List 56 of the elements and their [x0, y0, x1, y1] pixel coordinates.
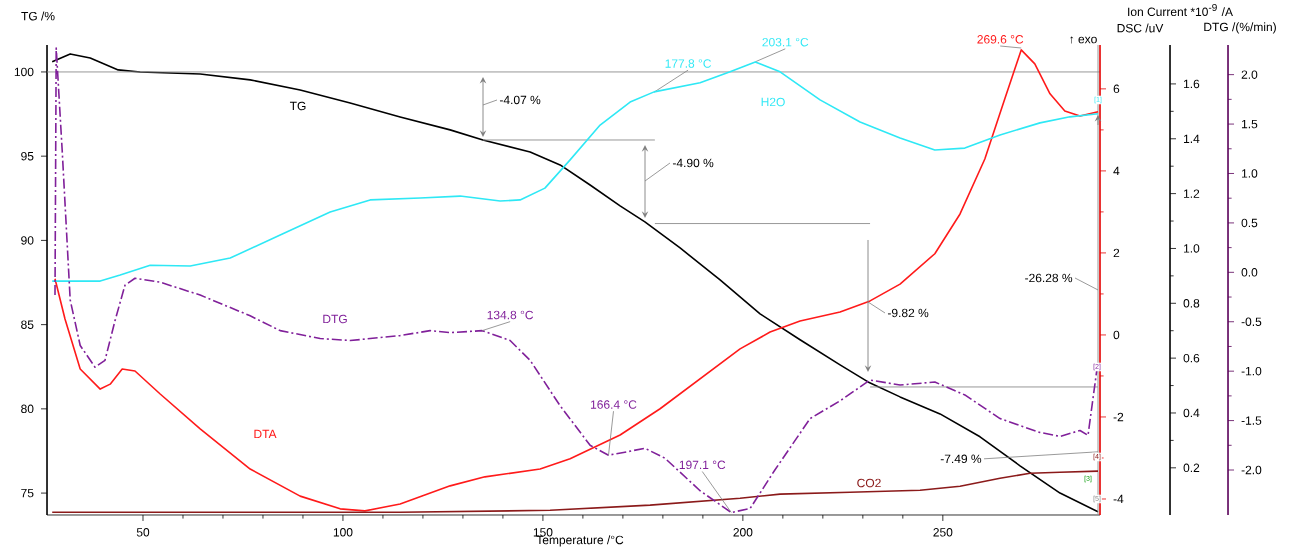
series-label: DTG [323, 314, 347, 324]
annotation: 134.8 °C [487, 310, 534, 320]
y2-tick-label: 6 [1113, 84, 1120, 94]
y-tick-label: 0.0 [1241, 268, 1258, 277]
y-tick-label: 1.5 [1241, 119, 1258, 129]
y-tick-label: 100 [14, 67, 34, 77]
annotation: 197.1 °C [679, 460, 726, 470]
series-label: H2O [761, 97, 785, 107]
y-tick-label: -2.0 [1241, 465, 1262, 475]
y2-axis-title: DSC /uV [1117, 23, 1164, 33]
y3-axis-title: Ion Current *10$^{-9}$ /A [1128, 3, 1233, 17]
y-axis-title: TG /% [21, 11, 55, 21]
annotation: -7.49 % [940, 454, 982, 464]
y2-tick-label: 2 [1113, 248, 1120, 258]
y3-tick-label: 1.0 [1183, 244, 1200, 253]
x-tick-label: 200 [733, 528, 753, 537]
series-label: TG [289, 101, 306, 111]
x-axis-title: Temperature /°C [536, 535, 624, 547]
y3-tick-label: 1.4 [1183, 134, 1200, 143]
y-tick-label: -0.5 [1241, 317, 1262, 326]
annotation: -4.90 % [672, 158, 714, 168]
x-tick-label: 50 [136, 528, 150, 537]
x-tick-label: 250 [933, 528, 953, 537]
y2-tick-label: 0 [1113, 330, 1120, 340]
x-tick-label: 150 [533, 528, 553, 537]
text: DTA [254, 429, 277, 439]
y2-tick-label: -4 [1113, 494, 1124, 504]
annotation: -26.28 % [1025, 273, 1073, 283]
y-tick-label: 95 [21, 151, 34, 161]
x-tick-label: 100 [333, 528, 353, 537]
y-tick-label: 0.5 [1241, 218, 1258, 228]
y-tick-label: 2.0 [1241, 70, 1258, 79]
annotation: 203.1 °C [762, 37, 809, 47]
y3-tick-label: 0.2 [1183, 463, 1200, 473]
y-tick-label: 75 [21, 488, 34, 498]
y-tick-label: 85 [21, 320, 34, 329]
annotation: -9.82 % [887, 308, 929, 318]
y3-tick-label: 1.2 [1183, 189, 1200, 198]
series-label: CO2 [857, 478, 881, 488]
y2-tick-label: -2 [1113, 412, 1124, 422]
y3-tick-label: 0.4 [1183, 408, 1200, 418]
y-tick-label: 1.0 [1241, 169, 1258, 178]
text: ↑ exo [1070, 36, 1097, 44]
y3-tick-label: 1.6 [1183, 79, 1200, 89]
y3-tick-label: 0.6 [1183, 353, 1200, 363]
annotation: 166.4 °C [590, 400, 637, 409]
y2-tick-label: 4 [1113, 166, 1120, 176]
y-tick-label: 90 [21, 236, 34, 245]
y-axis-title: DTG /(%/min) [1204, 22, 1276, 34]
y3-tick-label: 0.8 [1183, 299, 1200, 308]
y-tick-label: 80 [21, 404, 34, 414]
y-tick-label: -1.0 [1241, 366, 1262, 376]
annotation: 269.6 °C [977, 35, 1024, 44]
annotation: 177.8 °C [665, 59, 712, 68]
y-tick-label: -1.5 [1241, 416, 1262, 425]
annotation: -4.07 % [499, 95, 541, 105]
